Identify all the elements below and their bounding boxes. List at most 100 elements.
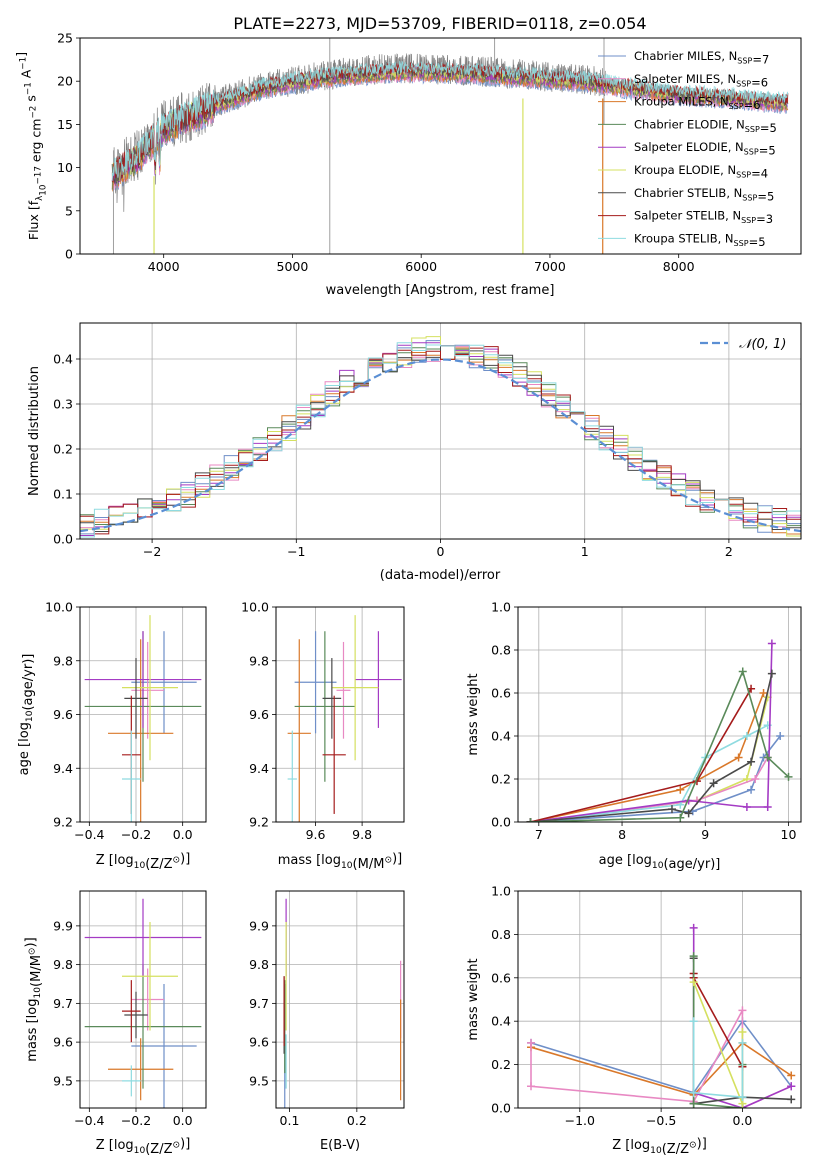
y-tick-label: 9.8 [249,653,269,668]
label-part: Kroupa MILES, N [634,95,729,109]
label-part: −2 [29,106,39,119]
mass-weight-marker [689,952,698,961]
label-part: Flux [f [26,200,41,240]
y-tick-label: 0.8 [491,927,511,942]
plot-area [84,615,202,822]
label-part: )] [697,1137,707,1152]
plot-area [287,615,402,822]
mass-weight-marker [738,1038,747,1047]
mass-weight-marker [527,1038,536,1047]
legend-entry: Salpeter ELODIE, NSSP=5 [634,140,776,157]
label-part: 10 [134,861,146,871]
x-tick-label: 9 [701,827,709,842]
y-tick-label: 9.6 [53,707,73,722]
x-tick-label: −1.0 [565,1113,595,1128]
y-axis-label: mass weight [466,673,481,755]
y-tick-label: 9.9 [53,918,73,933]
label-part: =5 [757,189,774,203]
y-axis-label: mass [log10(M/M⊙)] [24,937,44,1061]
y-tick-label: 0.2 [53,442,73,457]
y-tick-label: 9.9 [249,918,269,933]
plot-area [80,336,801,538]
mass-weight-marker [742,802,751,811]
mass-weight-marker [676,785,685,794]
y-tick-label: 9.4 [249,761,269,776]
label-part: Salpeter MILES, N [634,72,736,86]
y-tick-label: 9.2 [53,815,73,830]
label-part: (M/M [353,857,385,872]
mass-weight-marker [676,813,685,822]
label-part: )] [24,937,39,947]
x-tick-label: 0.1 [280,1113,300,1128]
mass-weight-frame [517,606,802,823]
mass-weight-frame [517,890,802,1109]
label-part: 10 [134,1146,146,1156]
x-tick-label: 7 [535,827,543,842]
label-part: erg cm [29,119,44,167]
mass-weight-marker [787,1071,796,1080]
mass-weight-marker [689,923,698,932]
y-tick-label: 0.6 [491,686,511,701]
legend-entry: Chabrier MILES, NSSP=7 [634,49,769,66]
x-tick-label: 6000 [405,259,437,274]
mass-weight-marker [751,775,760,783]
label-part: age [log [17,722,32,775]
label-part: =5 [749,235,766,249]
plot-area [526,639,793,822]
y-tick-label: 20 [57,74,73,89]
x-axis-label: Z [log10(Z/Z⊙)] [96,1137,191,1157]
label-part: =5 [760,121,777,135]
mass-weight-marker [759,689,768,697]
label-part: SSP [745,125,760,134]
y-axis-label: Flux [fλ10−17 erg cm−2 s−1 A−1] [14,52,49,240]
mass-weight-line [530,1041,792,1096]
age-vs-mass-panel: 9.6 9.8 9.2 9.4 9.6 9.8 10.0 mass [log10(M/M⊙)] [241,600,405,872]
label-part: (Z/Z [145,857,172,872]
label-part: =7 [752,52,769,66]
x-axis-label: E(B-V) [320,1138,360,1153]
x-tick-label: 0.0 [173,1113,193,1128]
legend-entry: Salpeter STELIB, NSSP=3 [634,209,773,226]
y-tick-label: 0.8 [491,643,511,658]
label-part: )] [180,852,190,867]
label-part: 10 [39,185,49,196]
label-part: (Z/Z [145,1142,172,1157]
mass-weight-marker [747,785,756,794]
mass-weight-marker [738,1028,747,1037]
label-part: Kroupa ELODIE, N [634,163,736,177]
label-part: SSP [744,148,759,157]
y-tick-label: 9.5 [53,1073,73,1088]
label-part: ⊙ [173,1141,181,1151]
label-part: SSP [741,216,756,225]
errorbar-frame [79,606,207,823]
y-tick-label: 9.7 [249,996,269,1011]
legend-entry: Chabrier STELIB, NSSP=5 [634,186,774,203]
mass-weight-line [530,692,765,822]
mass-weight-marker [742,732,751,740]
y-tick-label: 0.0 [491,815,511,830]
plot-area [527,923,796,1108]
x-tick-label: −0.2 [121,827,151,842]
y-tick-label: 9.6 [249,707,269,722]
mass-weight-vs-metallicity-panel: −1.0 −0.5 0.0 0.0 0.2 0.4 0.6 0.8 1.0 Z [log10(Z/… [466,884,802,1157]
x-tick-label: −1 [287,544,305,559]
model-spectrum-line [111,62,789,183]
label-part: (Z/Z [662,1142,689,1157]
mass-weight-line [530,669,790,822]
y-tick-label: 9.7 [53,996,73,1011]
mass-weight-marker [526,818,535,822]
x-axis-label: Z [log10(Z/Z⊙)] [96,852,191,872]
mass-weight-marker [689,1088,698,1097]
legend-entry: Kroupa STELIB, NSSP=5 [634,231,766,248]
y-tick-label: 0.4 [491,729,511,744]
label-part: mass [log [278,853,341,868]
y-tick-label: 10 [57,160,73,175]
label-part: ] [14,52,29,57]
mass-weight-marker [747,757,756,766]
label-part: (age/yr)] [21,654,36,711]
plot-area [84,898,202,1108]
label-part: Salpeter STELIB, N [634,209,741,223]
label-part: =5 [759,144,776,158]
label-part: 10 [33,987,43,999]
